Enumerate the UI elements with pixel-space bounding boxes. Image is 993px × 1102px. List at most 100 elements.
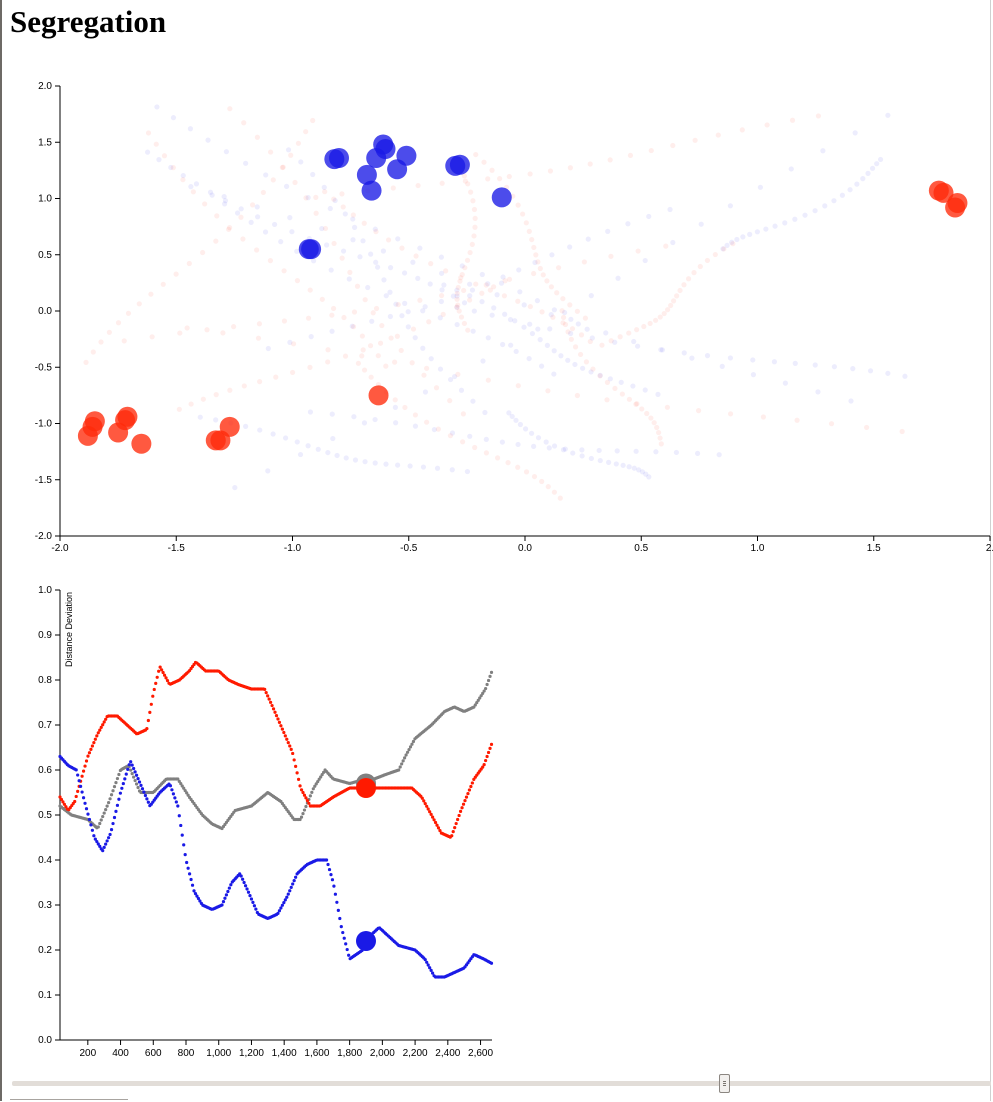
trail-dot xyxy=(515,298,521,304)
trail-dot xyxy=(716,452,722,458)
trail-dot xyxy=(458,387,465,393)
trail-dot xyxy=(560,447,567,453)
x-tick-label: 0.5 xyxy=(634,543,648,554)
series-dot xyxy=(177,814,181,818)
series-dot xyxy=(299,815,304,819)
trail-dot xyxy=(281,268,287,274)
scatter-y-ticks: 2.0 1.5 1.0 0.5 0.0 -0.5 -1.0 -1.5 -2.0 xyxy=(35,81,60,542)
agent-point xyxy=(947,193,968,213)
trail-dot xyxy=(588,455,594,462)
trail-dot xyxy=(305,195,311,201)
y-tick-label: 0.6 xyxy=(38,765,52,776)
series-dot xyxy=(301,790,305,795)
trail-dot xyxy=(461,287,467,294)
trail-dot xyxy=(222,198,229,204)
trail-dot xyxy=(380,248,386,254)
trail-dot xyxy=(308,334,314,340)
y-tick-label: 0.5 xyxy=(38,250,52,261)
series-dot xyxy=(302,793,307,797)
series-dot xyxy=(90,828,94,832)
series-dot xyxy=(433,820,438,825)
series-dot xyxy=(111,789,115,793)
trail-dot xyxy=(424,365,430,371)
trail-dot xyxy=(214,213,220,219)
series-dot xyxy=(185,860,189,865)
series-dot xyxy=(152,687,156,692)
trail-dot xyxy=(469,241,475,248)
y-tick-label: -1.5 xyxy=(35,475,53,486)
trail-dot xyxy=(187,126,194,132)
trail-dot xyxy=(772,223,778,229)
time-slider-track[interactable] xyxy=(12,1081,991,1086)
x-tick-label: -1.5 xyxy=(168,543,186,554)
time-slider-handle[interactable] xyxy=(718,1074,730,1093)
trail-dot xyxy=(307,409,314,415)
series-dot xyxy=(89,747,93,751)
series-dot xyxy=(475,701,479,705)
trail-dot xyxy=(227,387,233,393)
trail-dot xyxy=(83,359,89,365)
trail-dot xyxy=(351,414,357,420)
line-series xyxy=(58,660,494,839)
trail-dot xyxy=(262,229,269,235)
trail-dot xyxy=(587,161,593,167)
slider-grip-line xyxy=(722,1085,726,1086)
trail-dot xyxy=(526,355,532,362)
trail-dot xyxy=(570,450,576,456)
trail-dot xyxy=(303,195,309,201)
series-dot xyxy=(188,872,192,876)
trail-dot xyxy=(249,202,256,208)
line-series xyxy=(58,754,494,979)
trail-dot xyxy=(213,238,219,244)
series-dot xyxy=(479,694,483,698)
trail-dot xyxy=(455,371,461,377)
trail-dot xyxy=(454,304,460,310)
series-dot xyxy=(174,800,178,804)
trail-dot xyxy=(567,165,573,171)
x-tick-label: 1.5 xyxy=(867,543,881,554)
trail-dot xyxy=(193,181,200,187)
series-dot xyxy=(173,796,177,800)
trail-dot xyxy=(398,347,404,354)
trail-dot xyxy=(639,406,645,412)
trail-dot xyxy=(472,215,478,221)
trail-dot xyxy=(802,212,808,218)
trail-dot xyxy=(392,404,398,410)
agent-point xyxy=(131,433,152,454)
current-value-marker xyxy=(356,778,376,798)
y-tick-label: 0.5 xyxy=(38,810,52,821)
series-dot xyxy=(87,817,92,822)
trail-dot xyxy=(500,341,506,348)
series-dot xyxy=(485,682,489,687)
series-dot xyxy=(223,896,227,900)
series-dot xyxy=(179,823,183,828)
series-dot xyxy=(333,892,337,896)
trail-dot xyxy=(631,465,637,471)
trail-dot xyxy=(489,312,495,318)
trail-dot xyxy=(515,464,521,470)
scatter-trail-layer xyxy=(83,104,908,501)
trail-dot xyxy=(362,297,368,303)
series-dot xyxy=(482,689,486,693)
series-dot xyxy=(489,670,494,674)
bottom-panel-edge xyxy=(10,1099,128,1102)
trail-dot xyxy=(441,282,447,288)
line-chart-y-ticks: 0.0 0.1 0.2 0.3 0.4 0.5 0.6 0.7 0.8 0.9 1.0 xyxy=(38,585,60,1046)
series-dot xyxy=(98,728,102,732)
series-dot xyxy=(109,828,114,832)
trail-dot xyxy=(426,319,432,325)
series-dot xyxy=(77,779,81,783)
trail-dot xyxy=(792,360,798,366)
series-dot xyxy=(451,830,455,834)
series-dot xyxy=(292,879,296,883)
trail-dot xyxy=(520,211,526,217)
scatter-x-ticks: -2.0 -1.5 -1.0 -0.5 0.0 0.5 1.0 1.5 2. xyxy=(51,536,993,554)
trail-dot xyxy=(467,297,473,303)
trail-dot xyxy=(589,335,595,341)
trail-dot xyxy=(648,147,654,154)
trail-dot xyxy=(489,167,495,173)
series-dot xyxy=(109,793,114,797)
trail-dot xyxy=(328,267,334,273)
trail-dot xyxy=(462,265,468,271)
trail-dot xyxy=(704,257,711,264)
